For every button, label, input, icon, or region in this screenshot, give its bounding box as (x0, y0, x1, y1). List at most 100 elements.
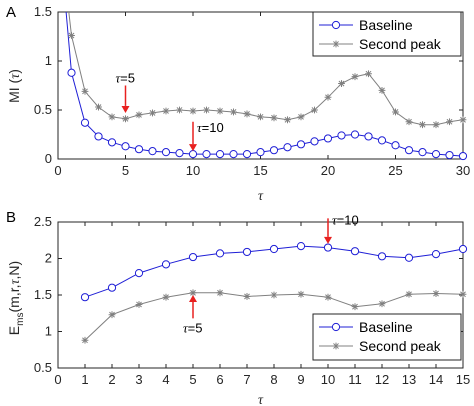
data-point-baseline (458, 244, 468, 254)
annotation-tau: τ (197, 120, 203, 135)
data-point-second-peak (162, 293, 170, 301)
x-tick-label: 0 (54, 372, 61, 387)
data-point-baseline (404, 146, 414, 155)
data-point-second-peak (419, 121, 426, 129)
data-point-second-peak (216, 107, 224, 115)
y-tick-label: 2.5 (34, 214, 52, 229)
data-point-baseline (215, 249, 225, 258)
annotation-tau: τ (183, 320, 189, 335)
data-point-second-peak (243, 110, 251, 118)
data-point-baseline (323, 134, 333, 143)
annotation-label: τ=10 (332, 212, 359, 227)
data-point-second-peak (297, 113, 305, 121)
data-point-second-peak (189, 289, 197, 297)
data-point-baseline (67, 68, 76, 77)
data-point-second-peak (135, 111, 143, 119)
annotation-arrow-head (189, 144, 197, 152)
data-point-second-peak (81, 87, 89, 95)
x-tick-label: 1 (81, 372, 88, 387)
x-tick-label: 13 (402, 372, 416, 387)
data-point-second-peak (324, 293, 332, 301)
data-point-second-peak (270, 114, 278, 122)
annotation-value: =10 (202, 120, 224, 135)
data-point-baseline (161, 260, 171, 269)
x-tick-label: 7 (243, 372, 250, 387)
annotation-value: =5 (120, 71, 135, 86)
data-point-baseline (107, 138, 117, 147)
data-point-second-peak (243, 293, 251, 300)
y-tick-label: 1 (45, 324, 52, 339)
data-point-second-peak (122, 115, 129, 123)
annotation-tau: τ (332, 212, 338, 227)
data-point-second-peak (338, 80, 345, 87)
legend-entry-label: Baseline (359, 17, 413, 33)
legend-swatch-marker (331, 20, 341, 30)
x-tick-label: 9 (297, 372, 304, 387)
data-point-baseline (364, 132, 373, 141)
data-point-baseline (350, 247, 360, 256)
x-tick-label: 5 (122, 163, 129, 178)
x-tick-label: 15 (253, 163, 267, 178)
x-tick-label: 30 (456, 163, 470, 178)
x-tick-label: 4 (162, 372, 169, 387)
data-point-second-peak (68, 32, 75, 39)
data-point-second-peak (378, 87, 386, 94)
data-point-baseline (242, 150, 252, 159)
legend: Baseline Second peak (312, 313, 462, 361)
data-point-baseline (175, 149, 184, 158)
x-tick-label: 10 (321, 372, 335, 387)
data-point-second-peak (257, 113, 264, 121)
y-axis-label-args: (m,r, (6, 285, 22, 313)
data-point-second-peak (216, 289, 224, 297)
annotation-label: τ=5 (116, 71, 135, 86)
data-point-baseline (80, 118, 90, 127)
y-tick-label: 1.5 (34, 4, 52, 19)
data-point-second-peak (297, 290, 305, 298)
data-point-second-peak (392, 108, 399, 116)
data-point-second-peak (405, 290, 413, 298)
data-point-baseline (283, 143, 292, 152)
data-point-baseline (107, 283, 117, 292)
annotation-arrow-head (121, 105, 130, 113)
x-tick-label: 3 (135, 372, 142, 387)
data-point-baseline (391, 141, 400, 150)
x-tick-label: 2 (108, 372, 115, 387)
y-tick-label: 1 (45, 53, 52, 68)
data-point-second-peak (351, 73, 359, 81)
data-point-second-peak (95, 103, 102, 111)
data-point-baseline (94, 132, 103, 141)
data-point-second-peak (405, 118, 413, 126)
data-point-second-peak (459, 116, 467, 124)
y-axis-label-close: ) (6, 69, 22, 74)
data-point-baseline (310, 137, 319, 146)
x-axis-label: τ (258, 189, 264, 204)
data-point-baseline (229, 150, 238, 159)
panel-letter: B (6, 209, 16, 226)
data-point-second-peak (270, 291, 278, 299)
data-point-baseline (256, 148, 265, 157)
annotation-arrow-head (189, 295, 197, 302)
x-tick-label: 14 (429, 372, 443, 387)
x-tick-label: 20 (321, 163, 335, 178)
data-point-baseline (431, 150, 441, 159)
y-axis-label-end: ,N) (6, 261, 22, 280)
data-point-baseline (202, 150, 211, 159)
annotation-arrow-head (324, 236, 332, 244)
data-point-baseline (121, 142, 130, 151)
annotation-tau: τ (116, 71, 122, 86)
data-point-second-peak (108, 311, 116, 319)
y-tick-label: 0 (45, 151, 52, 166)
data-point-baseline (296, 241, 306, 251)
y-axis-label: Ems(m,r,τ,N) (6, 261, 26, 335)
legend-swatch-marker (332, 342, 340, 350)
data-point-second-peak (365, 70, 372, 78)
data-point-baseline (377, 252, 387, 261)
annotation-value: =5 (188, 320, 203, 335)
y-axis-label-main: E (6, 326, 22, 335)
y-axis-label-subscript: ms (15, 313, 26, 326)
annotation-label: τ=10 (197, 120, 224, 135)
y-tick-label: 0.5 (34, 360, 52, 375)
x-tick-label: 12 (375, 372, 389, 387)
y-axis-label-tau: τ (8, 279, 23, 285)
